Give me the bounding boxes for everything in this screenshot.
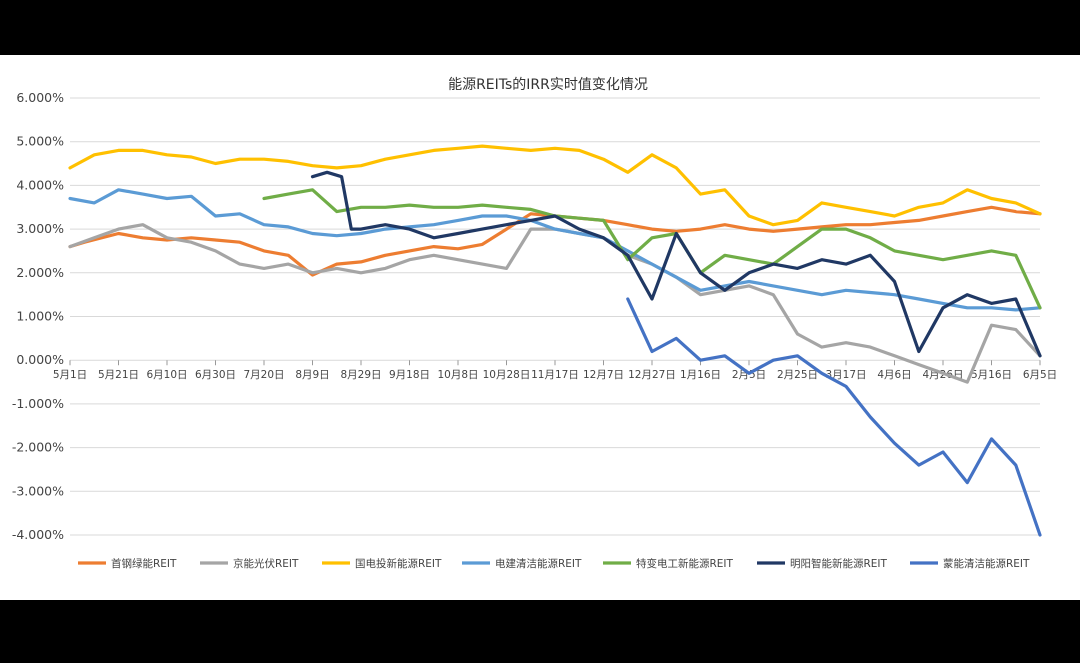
x-tick-label: 5月1日 [53, 369, 87, 381]
legend-label: 蒙能清洁能源REIT [943, 557, 1030, 570]
x-tick-label: 7月20日 [243, 369, 284, 381]
x-tick-label: 12月27日 [628, 369, 676, 381]
y-tick-label: 2.000% [16, 265, 64, 280]
x-tick-label: 2月25日 [777, 369, 818, 381]
y-tick-label: -3.000% [12, 483, 64, 498]
chart-frame: 6.000% 5.000% 4.000% 3.000% 2.000% 1.000% 0.00… [0, 55, 1080, 600]
x-tick-label: 5月21日 [98, 369, 139, 381]
series-line-4 [68, 188, 1042, 312]
y-tick-label: 3.000% [16, 221, 64, 236]
x-tick-label: 5月16日 [971, 369, 1012, 381]
x-tick-label: 8月29日 [340, 369, 381, 381]
y-axis-ticks: 6.000% 5.000% 4.000% 3.000% 2.000% 1.000% 0.00… [12, 90, 64, 542]
legend-label: 明阳智能新能源REIT [790, 557, 888, 570]
series-line-6 [310, 170, 1042, 358]
series-line-5 [262, 188, 1042, 310]
legend-label: 电建清洁能源REIT [495, 557, 582, 570]
y-tick-label: 6.000% [16, 90, 64, 105]
series-line-7 [626, 297, 1042, 537]
x-tick-label: 1月16日 [680, 369, 721, 381]
y-tick-label: -2.000% [12, 440, 64, 455]
y-tick-label: 4.000% [16, 177, 64, 192]
y-tick-label: 1.000% [16, 309, 64, 324]
legend-label: 国电投新能源REIT [355, 557, 442, 570]
legend-label: 京能光伏REIT [233, 557, 299, 570]
series-lines [68, 144, 1042, 537]
x-tick-label: 3月17日 [825, 369, 866, 381]
grid-lines [70, 97, 1040, 536]
x-tick-label: 9月18日 [389, 369, 430, 381]
series-line-2 [68, 223, 1042, 384]
y-tick-label: -4.000% [12, 527, 64, 542]
x-tick-label: 6月5日 [1023, 369, 1057, 381]
legend-label: 首钢绿能REIT [111, 557, 177, 570]
legend: 首钢绿能REIT 京能光伏REIT 国电投新能源REIT 电建清洁能源REIT 特变电工… [78, 557, 1030, 570]
x-tick-label: 8月9日 [295, 369, 329, 381]
x-tick-label: 10月8日 [437, 369, 478, 381]
y-tick-label: 5.000% [16, 134, 64, 149]
x-tick-label: 4月6日 [877, 369, 911, 381]
y-tick-label: 0.000% [16, 352, 64, 367]
line-chart: 6.000% 5.000% 4.000% 3.000% 2.000% 1.000% 0.00… [12, 77, 1057, 570]
x-tick-label: 2月5日 [732, 369, 766, 381]
x-axis-ticks: 5月1日 5月21日 6月10日 6月30日 7月20日 8月9日 8月29日 9月18日 10… [53, 360, 1057, 381]
x-tick-label: 12月7日 [583, 369, 624, 381]
x-tick-label: 11月17日 [531, 369, 579, 381]
legend-label: 特变电工新能源REIT [636, 557, 734, 570]
x-tick-label: 6月30日 [195, 369, 236, 381]
x-tick-label: 6月10日 [146, 369, 187, 381]
series-line-3 [68, 144, 1042, 227]
x-tick-label: 10月28日 [483, 369, 531, 381]
y-tick-label: -1.000% [12, 396, 64, 411]
chart-title: 能源REITs的IRR实时值变化情况 [448, 77, 648, 93]
